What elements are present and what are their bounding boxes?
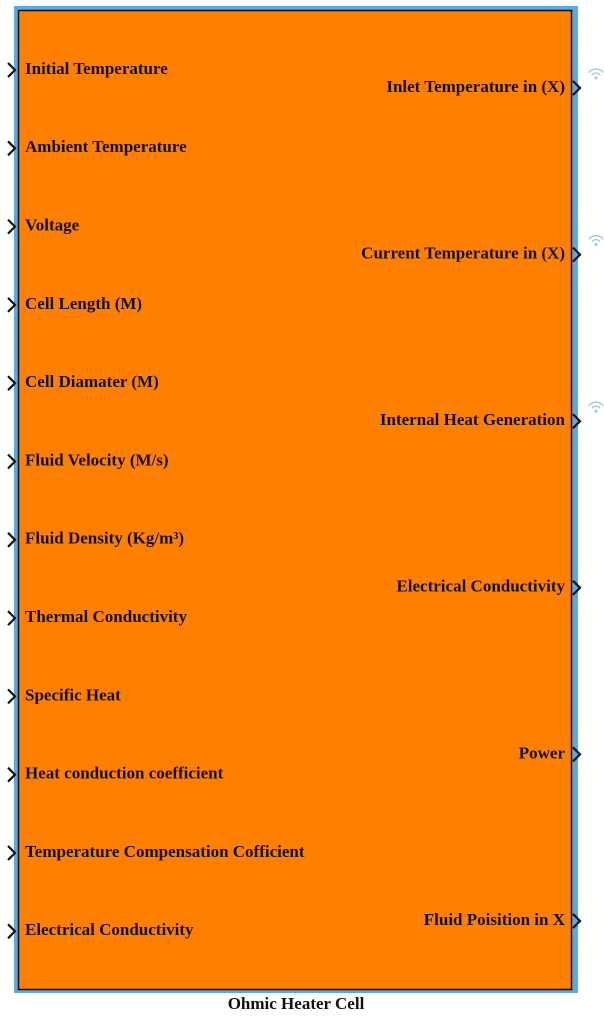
port-arrow bbox=[7, 218, 17, 235]
port-arrow bbox=[7, 766, 17, 783]
port-arrow bbox=[572, 246, 582, 263]
input-port-label: Specific Heat bbox=[25, 685, 121, 704]
signal-icon bbox=[588, 401, 604, 407]
signal-icon bbox=[588, 68, 604, 74]
input-port-label: Fluid Density (Kg/m³) bbox=[25, 529, 184, 548]
port-arrow bbox=[572, 580, 582, 596]
input-port-label: Cell Length (M) bbox=[25, 294, 142, 313]
port-arrow bbox=[7, 532, 17, 548]
port-arrow bbox=[572, 913, 582, 929]
signal-icon bbox=[594, 409, 598, 413]
port-arrow bbox=[7, 923, 17, 940]
port-arrow bbox=[7, 610, 17, 626]
signal-icon bbox=[594, 76, 598, 80]
output-port-label: Inlet Temperature in (X) bbox=[386, 77, 565, 96]
signal-icon bbox=[594, 243, 598, 247]
input-port-label: Cell Diamater (M) bbox=[25, 372, 159, 391]
output-port-label: Electrical Conductivity bbox=[396, 577, 565, 596]
output-port-label: Internal Heat Generation bbox=[380, 410, 566, 429]
input-port-label: Electrical Conductivity bbox=[25, 920, 194, 939]
signal-icon bbox=[591, 239, 601, 243]
port-arrow bbox=[7, 688, 17, 705]
port-arrow bbox=[572, 80, 582, 96]
port-arrow bbox=[7, 297, 17, 313]
input-port-label: Temperature Compensation Cofficient bbox=[25, 842, 305, 861]
block-name: Ohmic Heater Cell bbox=[228, 994, 365, 1013]
input-port-label: Thermal Conductivity bbox=[25, 607, 187, 626]
input-port-label: Fluid Velocity (M/s) bbox=[25, 450, 169, 469]
port-arrow bbox=[7, 845, 17, 861]
port-arrow bbox=[7, 62, 17, 78]
input-port-label: Ambient Temperature bbox=[25, 137, 187, 156]
port-arrow bbox=[572, 413, 582, 429]
block-body[interactable] bbox=[17, 9, 573, 991]
input-port-label: Heat conduction coefficient bbox=[25, 764, 224, 783]
port-arrow bbox=[572, 746, 582, 763]
input-port-label: Initial Temperature bbox=[25, 59, 168, 78]
output-port-label: Fluid Poisition in X bbox=[424, 910, 566, 929]
signal-icon bbox=[588, 235, 604, 240]
signal-icon bbox=[591, 72, 601, 76]
input-port-label: Voltage bbox=[25, 216, 80, 235]
signal-icon bbox=[591, 405, 601, 409]
port-arrow bbox=[7, 140, 17, 157]
port-arrow bbox=[7, 375, 17, 391]
output-port-label: Power bbox=[519, 743, 566, 762]
output-port-label: Current Temperature in (X) bbox=[361, 244, 565, 263]
port-arrow bbox=[7, 453, 17, 470]
